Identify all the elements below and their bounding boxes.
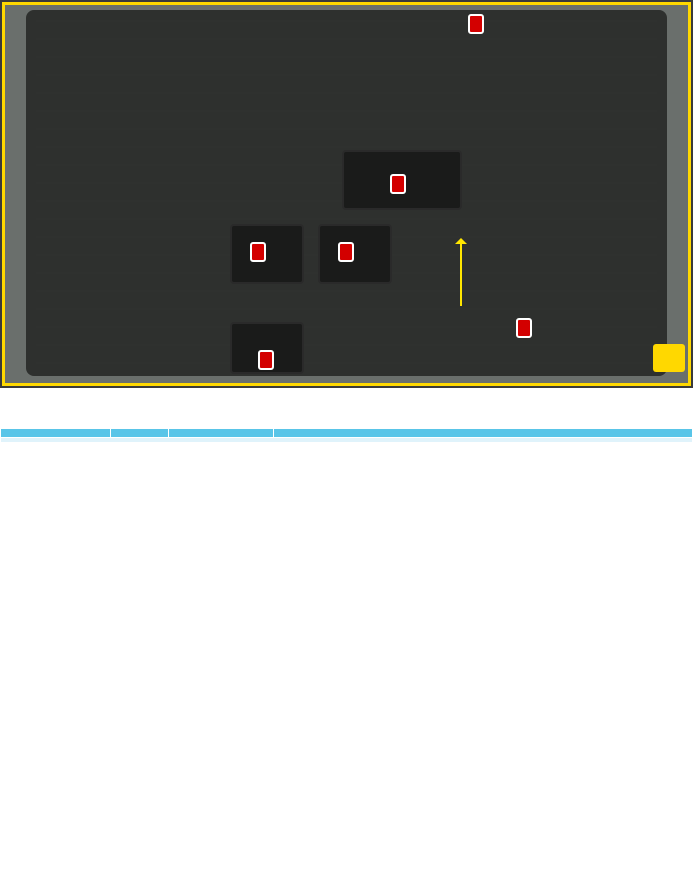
table-subheader (1, 438, 693, 443)
relay-r17 (318, 224, 392, 284)
relay-r16 (230, 224, 304, 284)
table-fade (0, 443, 693, 457)
annotation-text (306, 322, 370, 375)
th-color (169, 429, 274, 438)
label-f20 (516, 318, 532, 338)
label-r17 (338, 242, 354, 262)
th-amperes (111, 429, 169, 438)
fuse-table (0, 428, 693, 443)
annotation-arrow (460, 240, 462, 306)
table-header-row (1, 429, 693, 438)
th-circuit (274, 429, 693, 438)
section-heading (0, 400, 693, 428)
label-r8 (258, 350, 274, 370)
label-f10 (468, 14, 484, 34)
th-number (1, 429, 111, 438)
figure-caption (0, 388, 693, 400)
subheader-text (1, 438, 693, 443)
label-r6 (390, 174, 406, 194)
car-icon (653, 344, 685, 372)
label-r16 (250, 242, 266, 262)
fusebox-diagram (0, 0, 693, 388)
annotation-line2 (306, 348, 370, 373)
